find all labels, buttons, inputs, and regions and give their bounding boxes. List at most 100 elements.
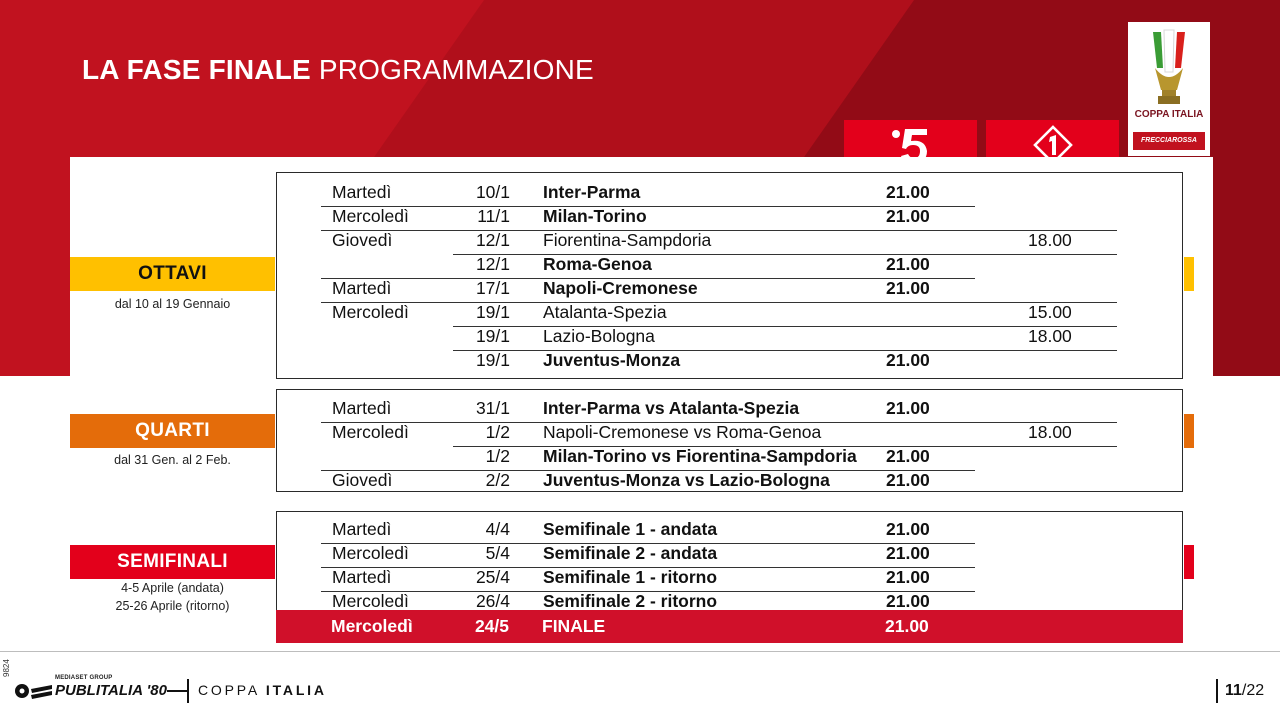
day-cell: Mercoledì [332, 591, 409, 611]
schedule-row: Martedì 31/1 Inter-Parma vs Atalanta-Spezi… [277, 396, 1182, 420]
channel5-time-cell: 21.00 [886, 470, 930, 490]
channel5-time-cell: 21.00 [886, 398, 930, 418]
row-divider [321, 422, 1117, 423]
row-divider [321, 470, 975, 471]
day-cell: Martedì [332, 519, 392, 539]
schedule-row: Mercoledì 5/4 Semifinale 2 - andata 21.00 [277, 541, 1182, 565]
schedule-row: Martedì 10/1 Inter-Parma 21.00 [277, 180, 1182, 204]
title-light: PROGRAMMAZIONE [318, 54, 594, 85]
schedule-row: Mercoledì 19/1 Atalanta-Spezia 15.00 [277, 300, 1182, 324]
match-cell: Juventus-Monza vs Lazio-Bologna [543, 470, 830, 490]
date-cell: 19/1 [475, 350, 510, 370]
date-cell: 25/4 [475, 567, 510, 587]
italia1-time-cell: 15.00 [1028, 302, 1072, 322]
day-cell: Giovedì [332, 470, 393, 490]
schedule-row: Mercoledì 26/4 Semifinale 2 - ritorno 21.00 [277, 589, 1182, 613]
match-cell: Inter-Parma vs Atalanta-Spezia [543, 398, 800, 418]
final-match: FINALE [542, 616, 606, 636]
day-cell: Mercoledì [332, 422, 409, 442]
match-cell: Semifinale 2 - andata [543, 543, 718, 563]
footer-group: MEDIASET GROUP [55, 675, 113, 681]
channel5-time-cell: 21.00 [886, 446, 930, 466]
ottavi-schedule-box: Martedì 10/1 Inter-Parma 21.00 Mercoledì 11/1… [276, 172, 1183, 379]
footer-separator [187, 679, 189, 703]
match-cell: Roma-Genoa [543, 254, 652, 274]
match-cell: Milan-Torino vs Fiorentina-Sampdoria [543, 446, 857, 466]
final-date: 24/5 [474, 616, 509, 636]
date-cell: 5/4 [485, 543, 510, 563]
day-cell: Mercoledì [332, 206, 409, 226]
day-cell: Martedì [332, 567, 392, 587]
row-divider [453, 254, 1117, 255]
row-divider [321, 278, 975, 279]
match-cell: Semifinale 1 - andata [543, 519, 718, 539]
phase-ottavi-label: OTTAVI [70, 257, 275, 291]
publitalia-logo-icon [15, 684, 52, 699]
match-cell: Lazio-Bologna [543, 326, 655, 346]
phase-ottavi-marker [1184, 257, 1194, 291]
date-cell: 12/1 [475, 230, 510, 250]
italia1-time-cell: 18.00 [1028, 422, 1072, 442]
channel5-time-cell: 21.00 [886, 254, 930, 274]
channel5-time-cell: 21.00 [886, 182, 930, 202]
day-cell: Martedì [332, 278, 392, 298]
final-row: Mercoledì 24/5 FINALE 21.00 [276, 610, 1183, 643]
channel5-time-cell: 21.00 [886, 519, 930, 539]
italia1-time-cell: 18.00 [1028, 230, 1072, 250]
schedule-row: Martedì 4/4 Semifinale 1 - andata 21.00 [277, 517, 1182, 541]
date-cell: 1/2 [485, 446, 510, 466]
schedule-row: 19/1 Lazio-Bologna 18.00 [277, 324, 1182, 348]
date-cell: 31/1 [475, 398, 510, 418]
footer-divider [0, 651, 1280, 652]
phase-semifinali-dates-andata: 4-5 Aprile (andata) [121, 581, 224, 595]
sponsor-badge: FRECCIAROSSA [1133, 132, 1205, 150]
phase-semifinali-label: SEMIFINALI [70, 545, 275, 579]
schedule-row: Giovedì 2/2 Juventus-Monza vs Lazio-Bologn… [277, 468, 1182, 492]
date-cell: 12/1 [475, 254, 510, 274]
footer-section-a: COPPA [198, 682, 260, 698]
page-separator [1216, 679, 1218, 703]
schedule-row: Mercoledì 1/2 Napoli-Cremonese vs Roma-Gen… [277, 420, 1182, 444]
trophy-icon [1153, 29, 1185, 104]
match-cell: Semifinale 1 - ritorno [543, 567, 718, 587]
channel5-time-cell: 21.00 [886, 543, 930, 563]
quarti-schedule-box: Martedì 31/1 Inter-Parma vs Atalanta-Spezi… [276, 389, 1183, 492]
schedule-row: Martedì 17/1 Napoli-Cremonese 21.00 [277, 276, 1182, 300]
day-cell: Mercoledì [332, 543, 409, 563]
footer-brand: PUBLITALIA '80 [55, 682, 167, 699]
row-divider [321, 206, 975, 207]
match-cell: Napoli-Cremonese [543, 278, 698, 298]
phase-semifinali-dates-ritorno: 25-26 Aprile (ritorno) [115, 599, 230, 613]
row-divider [453, 446, 1117, 447]
match-cell: Semifinale 2 - ritorno [543, 591, 718, 611]
date-cell: 11/1 [477, 206, 510, 226]
schedule-row: 19/1 Juventus-Monza 21.00 [277, 348, 1182, 372]
page-number: 11/22 [1225, 682, 1264, 700]
row-divider [321, 567, 975, 568]
schedule-row: Martedì 25/4 Semifinale 1 - ritorno 21.00 [277, 565, 1182, 589]
row-divider [321, 591, 975, 592]
date-cell: 4/4 [485, 519, 510, 539]
channel5-time-cell: 21.00 [886, 567, 930, 587]
footer: 9824 MEDIASET GROUP PUBLITALIA '80 COPPA… [0, 655, 1280, 716]
channel5-time-cell: 21.00 [886, 206, 930, 226]
row-divider [321, 302, 1117, 303]
row-divider [321, 543, 975, 544]
day-cell: Mercoledì [332, 302, 409, 322]
date-cell: 19/1 [475, 326, 510, 346]
schedule-row: 12/1 Roma-Genoa 21.00 [277, 252, 1182, 276]
match-cell: Milan-Torino [543, 206, 647, 226]
date-cell: 19/1 [475, 302, 510, 322]
day-cell: Martedì [332, 398, 392, 418]
match-cell: Fiorentina-Sampdoria [543, 230, 712, 250]
day-cell: Giovedì [332, 230, 393, 250]
channel5-time-cell: 21.00 [886, 278, 930, 298]
final-time-ch5: 21.00 [885, 616, 929, 636]
match-cell: Napoli-Cremonese vs Roma-Genoa [543, 422, 822, 442]
canale5-logo-icon [891, 129, 927, 163]
coppa-italia-logo: COPPA ITALIA FRECCIAROSSA [1128, 22, 1210, 156]
page-current: 11 [1225, 682, 1242, 699]
phase-quarti-marker [1184, 414, 1194, 448]
row-divider [321, 230, 1117, 231]
channel5-time-cell: 21.00 [886, 591, 930, 611]
